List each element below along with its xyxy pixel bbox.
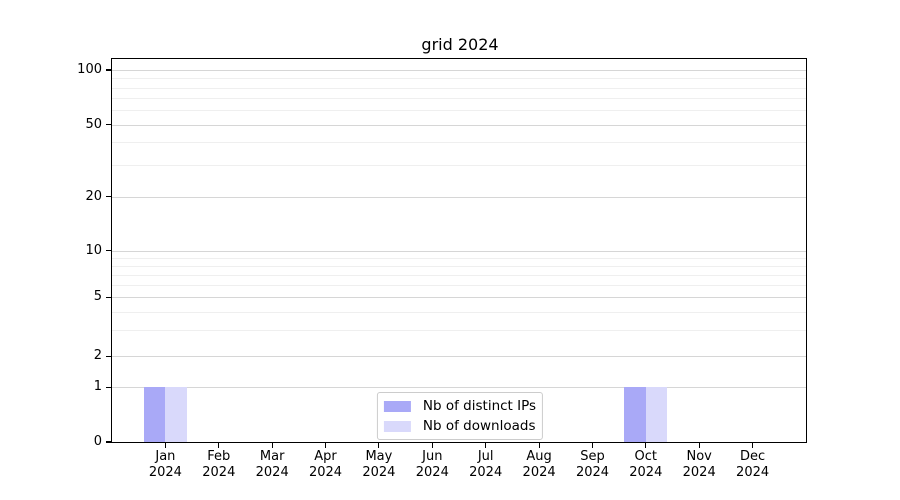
x-tick: [752, 443, 754, 448]
x-tick-label-year: 2024: [255, 465, 289, 480]
y-tick: [106, 441, 111, 443]
legend-swatch-nb-of-distinct-ips: [383, 400, 411, 412]
y-tick: [106, 124, 111, 126]
bar-jan-nb-of-downloads: [165, 387, 187, 442]
x-tick-label-month: Mar: [259, 449, 285, 464]
gridline-minor-y-70: [112, 98, 806, 100]
x-tick-label-year: 2024: [575, 465, 610, 480]
y-tick: [106, 296, 111, 298]
x-tick-label-month: Aug: [526, 449, 552, 464]
x-tick-label-month: Nov: [686, 449, 712, 464]
x-tick: [218, 443, 220, 448]
x-tick-label-month: Dec: [740, 449, 766, 464]
legend-label-nb-of-distinct-ips: Nb of distinct IPs: [422, 398, 537, 414]
legend-label-nb-of-downloads: Nb of downloads: [422, 418, 536, 434]
x-tick-label-year: 2024: [522, 465, 556, 480]
x-tick-label-year: 2024: [415, 465, 449, 480]
x-tick-label-month: Apr: [314, 449, 337, 464]
gridline-major-y-10: [112, 250, 806, 252]
y-tick: [106, 196, 111, 198]
x-tick: [378, 443, 380, 448]
x-tick-label: Nov 2024: [683, 449, 716, 481]
x-tick-label-month: Sep: [580, 449, 605, 464]
bar-jan-nb-of-distinct-ips: [143, 387, 166, 442]
y-tick: [106, 249, 111, 252]
gridline-minor-y-6: [112, 285, 806, 286]
y-tick: [106, 69, 111, 71]
y-tick: [106, 386, 111, 388]
x-tick-label: Jul 2024: [469, 449, 502, 481]
x-tick-label: Mar 2024: [256, 449, 289, 481]
x-tick: [591, 443, 594, 448]
x-tick-label-year: 2024: [682, 465, 716, 480]
gridline-minor-y-3: [112, 330, 806, 332]
x-tick-label-month: Jun: [422, 449, 443, 464]
gridline-major-y-100: [112, 70, 806, 71]
x-tick-label-month: Jan: [155, 449, 176, 464]
gridline-minor-y-40: [112, 142, 806, 144]
legend: Nb of distinct IPs Nb of downloads: [376, 392, 544, 440]
y-tick-label: 2: [93, 348, 102, 364]
gridline-major-y-50: [112, 124, 806, 126]
x-tick-label: Jun 2024: [416, 449, 449, 481]
y-tick-label: 0: [93, 434, 102, 449]
x-tick: [271, 443, 273, 448]
legend-swatch-nb-of-downloads: [383, 420, 411, 432]
y-tick-label: 5: [93, 289, 102, 305]
y-tick-label: 10: [85, 242, 102, 258]
x-tick-label-year: 2024: [469, 465, 503, 480]
y-tick-label: 20: [85, 188, 102, 204]
x-tick-label-year: 2024: [308, 465, 343, 480]
plot-area: [111, 58, 807, 443]
x-tick: [485, 443, 487, 448]
x-tick-label: Apr 2024: [309, 449, 342, 481]
gridline-minor-y-80: [112, 87, 806, 89]
y-tick-label: 100: [77, 62, 102, 77]
gridline-minor-y-60: [112, 110, 806, 112]
x-tick: [538, 443, 540, 448]
bar-oct-nb-of-distinct-ips: [624, 387, 646, 442]
x-tick-label: Oct 2024: [629, 449, 662, 481]
legend-row-nb-of-downloads: Nb of downloads: [383, 416, 536, 436]
gridline-major-y-1: [112, 387, 806, 389]
x-tick: [645, 443, 647, 448]
x-tick-label-month: Jul: [477, 449, 494, 464]
gridline-minor-y-90: [112, 78, 806, 80]
x-tick-label-year: 2024: [736, 465, 770, 480]
gridline-minor-y-8: [112, 265, 806, 267]
gridline-minor-y-30: [112, 164, 806, 166]
gridline-major-y-5: [112, 297, 806, 299]
bar-oct-nb-of-downloads: [645, 387, 668, 442]
gridline-major-y-2: [112, 356, 806, 358]
x-tick-label: May 2024: [362, 449, 395, 481]
y-tick: [106, 355, 111, 357]
gridline-minor-y-9: [112, 257, 806, 259]
x-tick-label-year: 2024: [148, 465, 182, 480]
gridline-major-y-20: [112, 196, 806, 198]
y-tick-label: 50: [85, 116, 102, 132]
x-tick-label-year: 2024: [202, 465, 236, 480]
x-tick-label: Jan 2024: [149, 449, 182, 481]
x-tick-label-month: May: [365, 449, 393, 464]
chart-title: grid 2024: [421, 35, 499, 54]
gridline-minor-y-4: [112, 311, 806, 313]
x-tick: [431, 443, 433, 448]
x-tick: [324, 443, 327, 448]
x-tick-label-year: 2024: [362, 465, 396, 480]
x-tick-label: Feb 2024: [202, 449, 235, 481]
x-tick: [164, 443, 166, 448]
x-tick-label: Aug 2024: [523, 449, 556, 481]
y-tick-label: 1: [93, 379, 102, 395]
x-tick-label-year: 2024: [629, 465, 663, 480]
gridline-minor-y-7: [112, 274, 806, 276]
x-tick-label: Dec 2024: [736, 449, 769, 481]
x-tick-label: Sep 2024: [576, 449, 609, 481]
legend-row-nb-of-distinct-ips: Nb of distinct IPs: [383, 396, 537, 416]
x-tick: [698, 443, 700, 448]
x-tick-label-month: Oct: [634, 449, 658, 464]
x-tick-label-month: Feb: [207, 449, 231, 464]
